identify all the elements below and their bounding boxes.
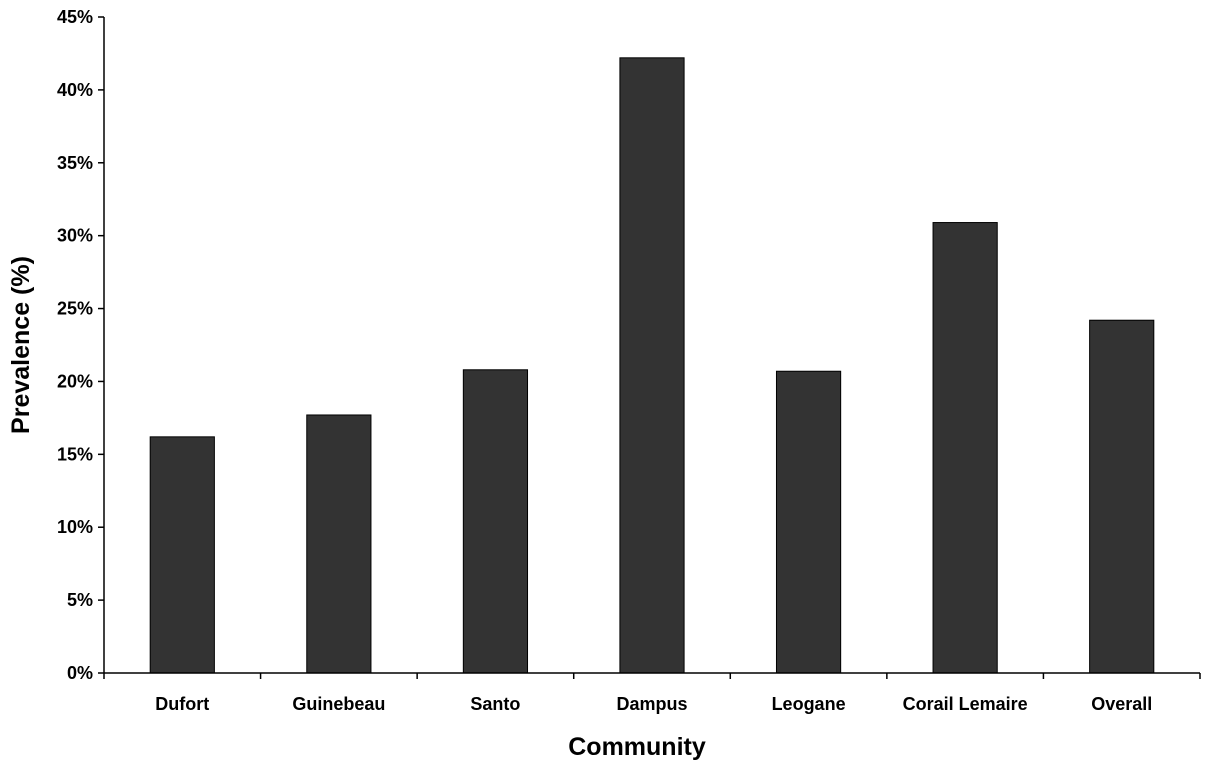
- x-tick-label: Overall: [1091, 694, 1152, 714]
- y-tick-label: 30%: [57, 226, 93, 246]
- bars-group: [149, 57, 1155, 674]
- bar-dampus: [619, 57, 685, 674]
- y-tick-label: 15%: [57, 444, 93, 464]
- x-tick-label: Dampus: [616, 694, 687, 714]
- y-tick-label: 5%: [67, 590, 93, 610]
- y-axis-title: Prevalence (%): [7, 256, 35, 434]
- bar-guinebeau: [306, 414, 372, 674]
- x-tick-label: Leogane: [772, 694, 846, 714]
- x-axis: Dufort Guinebeau Santo Dampus Leogane Corail …: [103, 672, 1201, 714]
- bar-corail-lemaire: [932, 222, 998, 674]
- bar-dufort: [149, 436, 215, 674]
- y-tick-label: 20%: [57, 371, 93, 391]
- y-tick-label: 35%: [57, 153, 93, 173]
- y-tick-label: 40%: [57, 80, 93, 100]
- x-tick-label: Santo: [470, 694, 520, 714]
- x-tick-label: Guinebeau: [292, 694, 385, 714]
- y-tick-label: 45%: [57, 7, 93, 27]
- bar-santo: [462, 369, 529, 674]
- y-axis: 0% 5% 10% 15% 20% 25% 30% 35% 40% 45%: [57, 7, 105, 683]
- bar-overall: [1089, 319, 1155, 674]
- y-tick-label: 10%: [57, 517, 93, 537]
- bar-leogane: [775, 370, 842, 674]
- y-tick-label: 0%: [67, 663, 93, 683]
- x-tick-label: Corail Lemaire: [903, 694, 1028, 714]
- x-axis-title: Community: [568, 733, 706, 761]
- x-tick-label: Dufort: [155, 694, 209, 714]
- y-tick-label: 25%: [57, 299, 93, 319]
